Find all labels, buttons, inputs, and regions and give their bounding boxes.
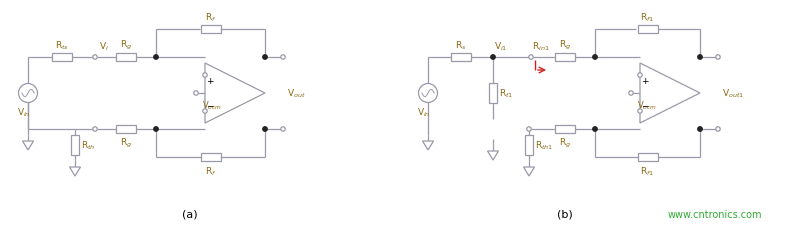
Circle shape	[18, 84, 38, 103]
Text: R$_{th}$: R$_{th}$	[81, 139, 95, 152]
Text: R$_{t1}$: R$_{t1}$	[499, 87, 514, 100]
Circle shape	[629, 91, 634, 96]
Polygon shape	[487, 151, 498, 160]
Circle shape	[716, 127, 720, 132]
Polygon shape	[22, 141, 34, 150]
Text: V$_{ocm}$: V$_{ocm}$	[637, 100, 657, 112]
Bar	[525, 135, 533, 155]
Text: V$_i$: V$_i$	[99, 40, 109, 53]
Circle shape	[194, 91, 198, 96]
Text: V$_{in}$: V$_{in}$	[417, 106, 431, 119]
Text: (b): (b)	[557, 209, 573, 219]
Bar	[489, 84, 497, 104]
Bar	[638, 26, 658, 34]
Text: R$_g$: R$_g$	[120, 39, 132, 52]
Text: R$_{in1}$: R$_{in1}$	[532, 40, 550, 53]
Text: www.cntronics.com: www.cntronics.com	[668, 209, 762, 219]
Bar	[201, 26, 221, 34]
Text: R$_{f1}$: R$_{f1}$	[641, 11, 654, 24]
Circle shape	[154, 127, 158, 132]
Bar	[555, 54, 575, 62]
Circle shape	[262, 56, 267, 60]
Circle shape	[526, 127, 531, 132]
Polygon shape	[70, 167, 81, 176]
Text: V$_{ocm}$: V$_{ocm}$	[202, 100, 222, 112]
Polygon shape	[523, 167, 534, 176]
Text: −: −	[206, 101, 214, 110]
Bar	[116, 125, 136, 134]
Text: V$_{i1}$: V$_{i1}$	[494, 40, 507, 53]
Bar	[116, 54, 136, 62]
Circle shape	[698, 56, 702, 60]
Text: +: +	[206, 77, 214, 86]
Circle shape	[262, 127, 267, 132]
Bar	[638, 153, 658, 161]
Polygon shape	[205, 64, 265, 123]
Bar	[201, 153, 221, 161]
Circle shape	[593, 127, 597, 132]
Circle shape	[281, 56, 285, 60]
Circle shape	[203, 109, 207, 114]
Text: V$_{out}$: V$_{out}$	[287, 87, 306, 100]
Bar	[555, 125, 575, 134]
Text: R$_{th1}$: R$_{th1}$	[535, 139, 554, 152]
Bar	[71, 135, 79, 155]
Text: R$_f$: R$_f$	[205, 11, 216, 24]
Text: (a): (a)	[182, 209, 198, 219]
Circle shape	[281, 127, 285, 132]
Text: R$_g$: R$_g$	[559, 39, 571, 52]
Circle shape	[698, 127, 702, 132]
Circle shape	[638, 74, 642, 78]
Circle shape	[93, 127, 98, 132]
Text: R$_s$: R$_s$	[455, 39, 466, 52]
Text: R$_{f1}$: R$_{f1}$	[641, 164, 654, 177]
Text: R$_f$: R$_f$	[205, 164, 216, 177]
Text: R$_g$: R$_g$	[120, 136, 132, 150]
Polygon shape	[640, 64, 700, 123]
Circle shape	[154, 56, 158, 60]
Circle shape	[93, 56, 98, 60]
Circle shape	[638, 109, 642, 114]
Circle shape	[716, 56, 720, 60]
Circle shape	[418, 84, 438, 103]
Bar	[52, 54, 72, 62]
Circle shape	[529, 56, 534, 60]
Text: R$_{ts}$: R$_{ts}$	[55, 39, 69, 52]
Text: V$_{in}$: V$_{in}$	[17, 106, 31, 119]
Text: +: +	[642, 77, 649, 86]
Bar	[451, 54, 471, 62]
Circle shape	[203, 74, 207, 78]
Text: V$_{out1}$: V$_{out1}$	[722, 87, 744, 100]
Polygon shape	[422, 141, 434, 150]
Text: −: −	[642, 101, 649, 110]
Circle shape	[593, 56, 597, 60]
Circle shape	[491, 56, 495, 60]
Text: R$_g$: R$_g$	[559, 136, 571, 150]
